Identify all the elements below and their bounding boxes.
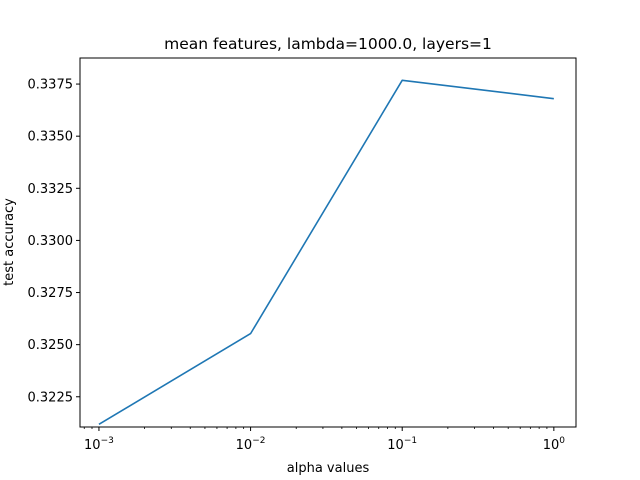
y-tick-label: 0.3225 <box>28 390 74 405</box>
y-tick-label: 0.3350 <box>28 130 74 145</box>
plot-area <box>79 57 577 428</box>
series-layer <box>98 79 554 425</box>
y-tick-label: 0.3275 <box>28 286 74 301</box>
x-axis-label: alpha values <box>287 461 370 476</box>
x-tick-label: 10−3 <box>84 436 114 453</box>
y-axis-label: test accuracy <box>2 198 17 286</box>
x-tick-label: 10−1 <box>387 436 417 453</box>
y-tick-label: 0.3300 <box>28 234 74 249</box>
x-tick-label: 10−2 <box>236 436 266 453</box>
y-tick-label: 0.3250 <box>28 338 74 353</box>
x-tick-base: 10 <box>236 438 253 453</box>
chart-title: mean features, lambda=1000.0, layers=1 <box>164 35 492 53</box>
y-tick-label: 0.3375 <box>28 78 74 93</box>
axes-frame <box>79 57 577 428</box>
y-axis: 0.3225 0.3250 0.3275 0.3300 0.3325 0.3350 0.33… <box>28 78 80 405</box>
x-tick-base: 10 <box>387 438 404 453</box>
y-tick-label: 0.3325 <box>28 182 74 197</box>
x-tick-exponent: −1 <box>404 436 417 446</box>
x-axis: 10−3 10−2 10−1 100 <box>83 427 566 453</box>
x-tick-label: 100 <box>543 436 566 453</box>
x-tick-exponent: 0 <box>559 436 565 446</box>
x-tick-exponent: −2 <box>252 436 265 446</box>
x-tick-base: 10 <box>84 438 101 453</box>
x-tick-base: 10 <box>543 438 560 453</box>
series-line-0 <box>98 79 554 425</box>
x-tick-exponent: −3 <box>101 436 114 446</box>
